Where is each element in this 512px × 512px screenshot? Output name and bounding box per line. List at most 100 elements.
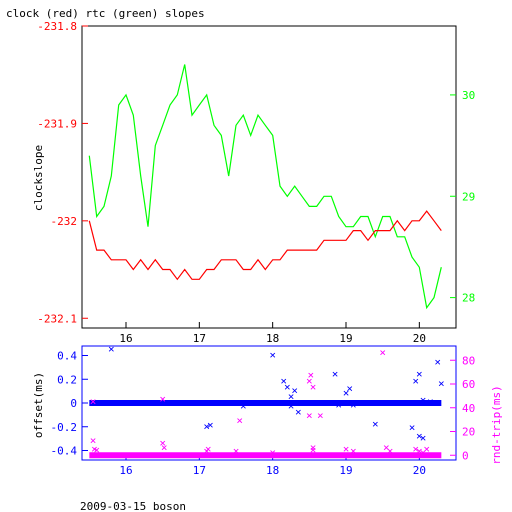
offset-point: × <box>203 420 210 433</box>
offset-point: × <box>409 421 416 434</box>
x-tick-label: 16 <box>119 464 132 477</box>
top-plot-frame <box>81 25 457 329</box>
top-right-ticklabels: 30 29 28 <box>462 89 475 305</box>
roundtrip-point: × <box>420 446 427 459</box>
right-y-tick-label: 28 <box>462 292 475 305</box>
top-x-ticklabels: 16 17 18 19 20 <box>119 332 426 345</box>
right-y-tick-label: 30 <box>462 89 475 102</box>
right-y-tick-label: 60 <box>462 378 475 391</box>
bottom-right-ticklabels: 80 60 40 20 0 <box>462 354 475 462</box>
rtc-series-line <box>88 64 442 310</box>
x-tick-label: 17 <box>193 464 206 477</box>
left-y-tick-label: 0.4 <box>57 350 77 363</box>
roundtrip-point: × <box>387 445 394 458</box>
offset-point: × <box>438 377 445 390</box>
roundtrip-point: × <box>306 375 313 388</box>
offset-point: × <box>343 387 350 400</box>
left-y-tick-label: -232.1 <box>37 312 77 325</box>
offset-point: × <box>420 432 427 445</box>
top-right-ticks <box>450 94 456 299</box>
offset-point: × <box>288 390 295 403</box>
roundtrip-point: × <box>310 441 317 454</box>
roundtrip-point: × <box>233 445 240 458</box>
offset-point: × <box>291 384 298 397</box>
footer-caption: 2009-03-15 boson <box>80 500 186 512</box>
offset-point: × <box>332 368 339 381</box>
roundtrip-point: × <box>416 445 423 458</box>
roundtrip-point: × <box>350 445 357 458</box>
offset-point: × <box>372 417 379 430</box>
right-y-tick-label: 20 <box>462 426 475 439</box>
bottom-right-ticks <box>450 359 456 456</box>
chart-title: clock (red) rtc (green) slopes <box>6 7 205 20</box>
roundtrip-point: × <box>90 434 97 447</box>
offset-point: × <box>416 429 423 442</box>
offset-point: × <box>427 395 434 408</box>
left-y-tick-label: -0.2 <box>51 421 78 434</box>
offset-point: × <box>269 349 276 362</box>
top-x-ticks <box>125 322 420 328</box>
offset-point: × <box>284 381 291 394</box>
bottom-left-ticklabels: 0.4 0.2 0 -0.2 -0.4 <box>51 350 78 458</box>
roundtrip-point: × <box>343 442 350 455</box>
roundtrip-point: × <box>412 442 419 455</box>
offset-point: × <box>346 382 353 395</box>
x-tick-label: 19 <box>339 464 352 477</box>
x-tick-label: 16 <box>119 332 132 345</box>
offset-point: × <box>350 398 357 411</box>
x-tick-label: 20 <box>413 332 426 345</box>
offset-point: × <box>420 394 427 407</box>
bottom-series: × ××××××××××× ×××××× × ×× ×× ××××××× ××× ×× ×××××… <box>89 343 445 459</box>
left-y-tick-label: -232 <box>51 215 78 228</box>
top-series <box>88 64 442 310</box>
offset-point: × <box>207 419 214 432</box>
roundtrip-point: × <box>306 409 313 422</box>
roundtrip-point: × <box>307 369 314 382</box>
left-y-tick-label: 0 <box>70 397 77 410</box>
x-tick-label: 17 <box>193 332 206 345</box>
offset-point: × <box>434 356 441 369</box>
left-y-tick-label: 0.2 <box>57 373 77 386</box>
right-y-tick-label: 29 <box>462 190 475 203</box>
offset-point: × <box>335 398 342 411</box>
x-tick-label: 18 <box>266 332 279 345</box>
x-tick-label: 20 <box>413 464 426 477</box>
x-tick-label: 19 <box>339 332 352 345</box>
roundtrip-point: × <box>91 442 98 455</box>
right-y-tick-label: 40 <box>462 402 475 415</box>
x-tick-label: 18 <box>266 464 279 477</box>
roundtrip-baseline-band <box>89 452 442 459</box>
roundtrip-point: × <box>90 395 97 408</box>
offset-point: × <box>240 400 247 413</box>
offset-point: × <box>295 406 302 419</box>
bottom-left-ticks <box>82 355 88 451</box>
roundtrip-point: × <box>205 442 212 455</box>
offset-point: × <box>280 375 287 388</box>
offset-point: × <box>108 343 115 356</box>
clock-series-line <box>88 210 442 281</box>
roundtrip-point: × <box>310 381 317 394</box>
left-y-tick-label: -231.9 <box>37 117 77 130</box>
offset-point: × <box>288 400 295 413</box>
roundtrip-point: × <box>423 442 430 455</box>
bottom-left-axis-label: offset(ms) <box>32 372 45 438</box>
roundtrip-point: × <box>383 441 390 454</box>
roundtrip-point: × <box>317 409 324 422</box>
bottom-right-axis-label: rnd-trip(ms) <box>490 385 503 464</box>
roundtrip-point: × <box>310 444 317 457</box>
right-y-tick-label: 0 <box>462 449 469 462</box>
offset-point: × <box>412 375 419 388</box>
top-left-ticklabels: -231.8 -231.9 -232 -232.1 <box>37 20 77 325</box>
left-y-tick-label: -231.8 <box>37 20 77 33</box>
top-chart: 16 17 18 19 20 -231.8 -231.9 -232 -232.1 30 29 28… <box>32 20 475 345</box>
roundtrip-point: × <box>236 414 243 427</box>
offset-point: × <box>416 368 423 381</box>
top-left-ticks <box>82 25 88 319</box>
roundtrip-point: × <box>269 446 276 459</box>
roundtrip-point: × <box>203 445 210 458</box>
top-y-axis-label: clockslope <box>32 145 45 211</box>
offset-baseline-band <box>89 400 442 406</box>
roundtrip-point: × <box>93 444 100 457</box>
